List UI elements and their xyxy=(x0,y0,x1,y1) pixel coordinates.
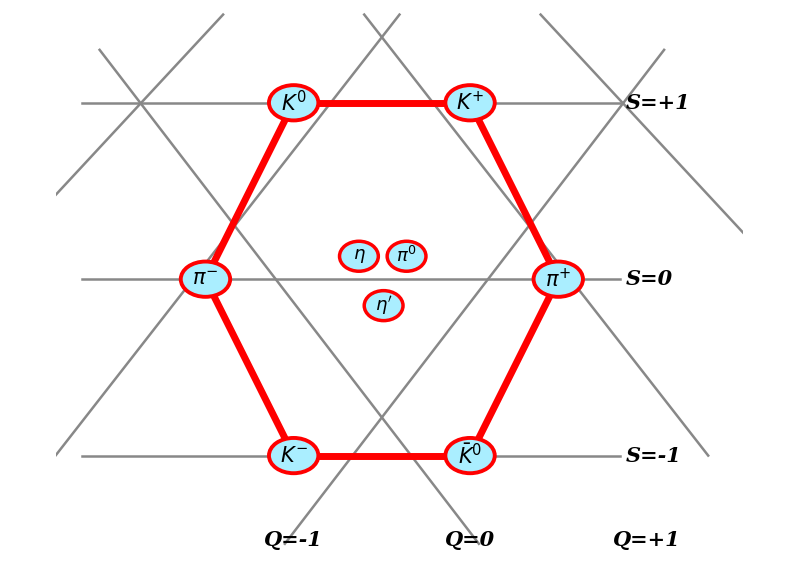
Ellipse shape xyxy=(388,241,426,271)
Text: S=+1: S=+1 xyxy=(626,93,690,113)
Text: $\eta'$: $\eta'$ xyxy=(375,294,392,317)
Text: $\pi^{0}$: $\pi^{0}$ xyxy=(396,246,417,266)
Ellipse shape xyxy=(364,291,403,321)
Text: $\pi^{-}$: $\pi^{-}$ xyxy=(193,269,219,289)
Ellipse shape xyxy=(269,438,318,473)
Text: $K^{+}$: $K^{+}$ xyxy=(456,91,484,115)
Ellipse shape xyxy=(340,241,379,271)
Text: $\eta$: $\eta$ xyxy=(352,247,365,265)
Text: Q=-1: Q=-1 xyxy=(264,530,323,550)
Text: $K^{0}$: $K^{0}$ xyxy=(281,90,307,115)
Text: Q=+1: Q=+1 xyxy=(613,530,680,550)
Ellipse shape xyxy=(445,438,495,473)
Ellipse shape xyxy=(445,85,495,120)
Text: $\bar{K}^{0}$: $\bar{K}^{0}$ xyxy=(458,444,483,468)
Text: S=0: S=0 xyxy=(626,269,673,289)
Text: $K^{-}$: $K^{-}$ xyxy=(280,446,308,465)
Ellipse shape xyxy=(181,262,230,297)
Ellipse shape xyxy=(534,262,583,297)
Text: $\pi^{+}$: $\pi^{+}$ xyxy=(545,267,571,291)
Ellipse shape xyxy=(269,85,318,120)
Text: S=-1: S=-1 xyxy=(626,446,681,465)
Text: Q=0: Q=0 xyxy=(445,530,495,550)
